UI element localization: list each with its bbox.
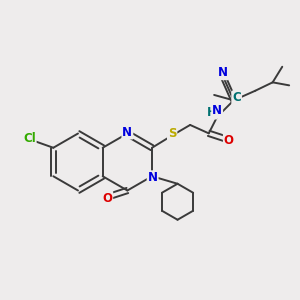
Text: O: O (224, 134, 234, 147)
Text: N: N (218, 66, 228, 79)
Text: C: C (232, 92, 241, 104)
Text: H: H (207, 106, 217, 118)
Text: S: S (168, 128, 176, 140)
Text: Cl: Cl (23, 132, 36, 145)
Text: O: O (102, 192, 112, 205)
Text: N: N (122, 125, 132, 139)
Text: N: N (148, 171, 158, 184)
Text: N: N (212, 104, 222, 117)
